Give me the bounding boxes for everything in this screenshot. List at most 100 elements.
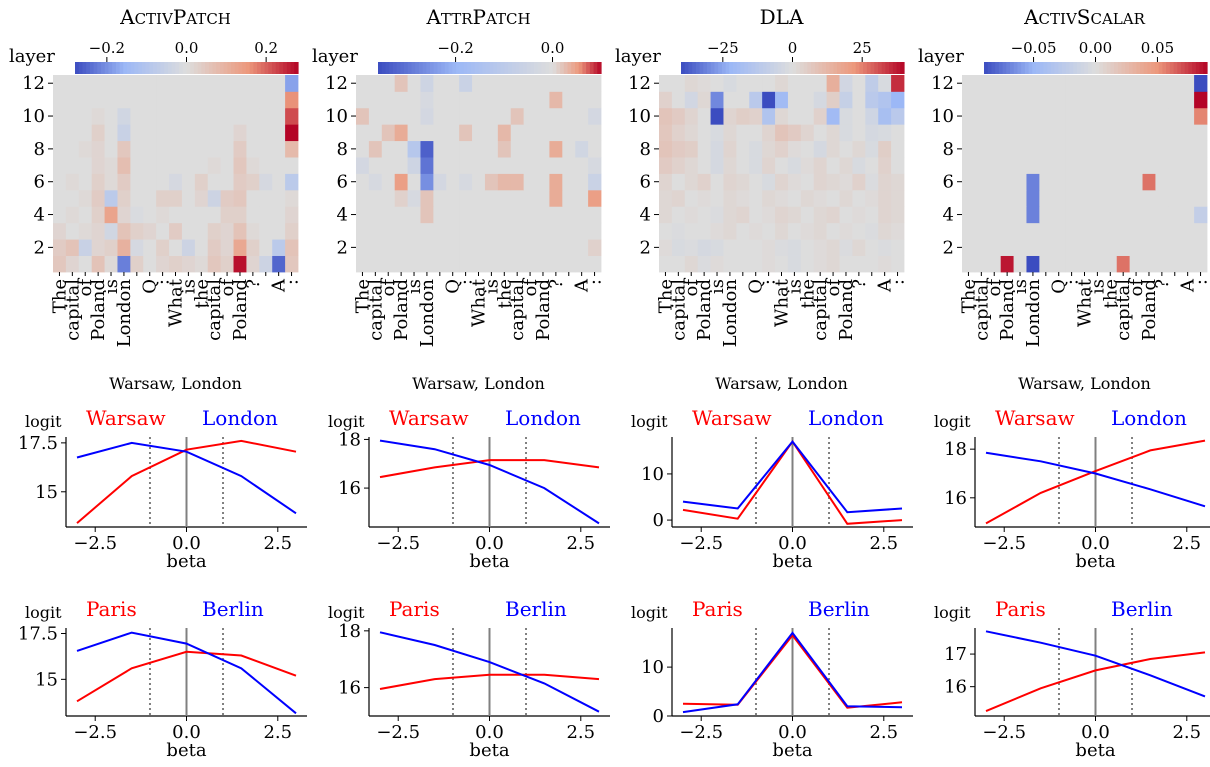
heatmap-cell	[974, 107, 989, 125]
heatmap-cell	[839, 206, 853, 224]
heatmap-cell	[246, 206, 260, 224]
colorbar-segment	[197, 62, 202, 74]
heatmap-cell	[1155, 255, 1169, 273]
heatmap-cell	[865, 157, 879, 174]
heatmap-cell	[78, 157, 93, 174]
colorbar-segment	[593, 62, 598, 74]
colorbar-segment	[264, 62, 269, 74]
heatmap-cell	[710, 91, 724, 109]
heatmap-cell	[446, 222, 460, 240]
colorbar-segment	[1184, 62, 1190, 74]
colorbar-segment	[991, 62, 996, 74]
token-label: capital	[810, 279, 831, 341]
colorbar-segment	[859, 62, 864, 74]
heatmap-cell	[1168, 222, 1182, 240]
colorbar-tick-label: 0.0	[541, 39, 565, 57]
heatmap-cell	[169, 157, 183, 174]
token-label: Poland	[694, 279, 715, 341]
pair-caption: Warsaw, London	[1018, 374, 1151, 393]
y-tick-label: 16	[944, 677, 967, 698]
heatmap-cell	[497, 91, 512, 109]
line-panel: −2.5 0.0 2.5 0 10 beta logit Warsaw London	[631, 406, 913, 572]
x-tick-label: 2.5	[566, 533, 595, 554]
heatmap-cell	[459, 173, 473, 191]
heatmap-cell	[381, 173, 396, 191]
token-label: of	[520, 278, 541, 297]
colorbar-segment	[597, 62, 602, 74]
colorbar-segment	[844, 62, 849, 74]
heatmap-cell	[800, 75, 815, 92]
heatmap-cell	[1142, 124, 1156, 142]
heatmap-cell	[1026, 255, 1040, 273]
heatmap-cell	[1078, 189, 1092, 207]
heatmap-cell	[1000, 189, 1014, 207]
token-label: is	[481, 279, 502, 294]
heatmap-cell	[446, 157, 460, 174]
heatmap-cell	[117, 91, 131, 109]
heatmap-cell	[459, 189, 473, 207]
heatmap-cell	[710, 107, 724, 125]
colorbar-segment	[378, 62, 383, 74]
heatmap-cell	[194, 239, 209, 256]
heatmap-cell	[285, 75, 299, 92]
heatmap-cell	[1116, 157, 1131, 174]
heatmap-cell	[878, 157, 892, 174]
heatmap-cell	[1168, 107, 1182, 125]
heatmap-cell	[523, 140, 537, 158]
heatmap-cell	[407, 140, 421, 158]
series-label: London	[808, 406, 884, 430]
heatmap-cell	[659, 173, 673, 191]
heatmap-cell	[1090, 255, 1105, 273]
heatmap-cell	[749, 189, 763, 207]
heatmap-cell	[697, 91, 711, 109]
colorbar-segment	[271, 62, 277, 74]
colorbar-segment	[508, 62, 513, 74]
y-tick-label: 17	[944, 644, 967, 665]
heatmap-cell	[53, 239, 67, 256]
y-tick-label: 2	[943, 237, 954, 258]
heatmap-cell	[671, 91, 686, 109]
heatmap-cell	[194, 255, 209, 273]
heatmap-cell	[839, 140, 853, 158]
heatmap-cell	[130, 157, 144, 174]
heatmap-cell	[1129, 91, 1143, 109]
heatmap-cell	[484, 206, 499, 224]
heatmap-cell	[787, 173, 802, 191]
heatmap-cell	[775, 91, 789, 109]
heatmap-cell	[1129, 157, 1143, 174]
colorbar-segment	[389, 62, 394, 74]
heatmap-cell	[285, 173, 299, 191]
heatmap-cell	[659, 189, 673, 207]
colorbar-segment	[212, 62, 217, 74]
heatmap-cell	[865, 124, 879, 142]
heatmap-cell	[1168, 75, 1182, 92]
heatmap-cell	[285, 124, 299, 142]
colorbar-segment	[182, 62, 188, 74]
heatmap-cell	[974, 255, 989, 273]
heatmap-cell	[143, 157, 157, 174]
series-label: Warsaw	[389, 406, 469, 430]
heatmap-cell	[156, 75, 170, 92]
heatmap-cell	[1103, 124, 1118, 142]
heatmap-cell	[684, 222, 699, 240]
heatmap-cell	[787, 124, 802, 142]
heatmap-cell	[510, 91, 525, 109]
heatmap-cell	[962, 107, 976, 125]
heatmap-cell	[420, 140, 434, 158]
token-label: Q	[746, 279, 767, 294]
colorbar-segment	[385, 62, 390, 74]
heatmap-cell	[233, 206, 247, 224]
heatmap-panel: ACTIVPATCH−0.2 0.0 0.2layer24681012Thecapi…	[9, 5, 303, 393]
heatmap-cell	[1142, 91, 1156, 109]
y-axis-label: logit	[25, 603, 62, 622]
heatmap-cell	[1142, 255, 1156, 273]
heatmap-cell	[246, 140, 260, 158]
heatmap-cell	[1052, 75, 1066, 92]
heatmap-cell	[356, 173, 370, 191]
heatmap-cell	[407, 124, 421, 142]
heatmap-cell	[233, 222, 247, 240]
heatmap-cell	[356, 157, 370, 174]
heatmap-cell	[117, 189, 131, 207]
heatmap-cell	[671, 206, 686, 224]
heatmap-cell	[259, 157, 273, 174]
